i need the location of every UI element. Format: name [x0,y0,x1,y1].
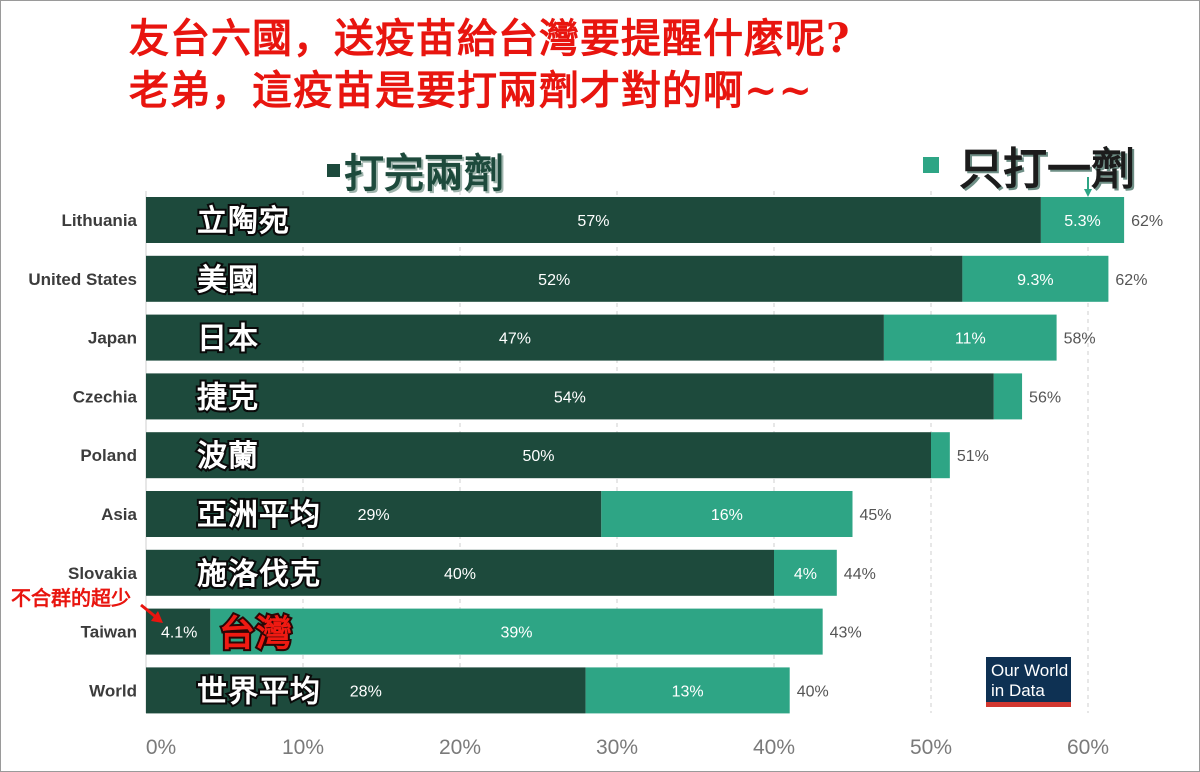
chinese-country-label: 捷克 [197,380,259,415]
chinese-country-label: 亞洲平均 [197,498,321,533]
value-label-partial: 5.3% [1064,213,1100,230]
bar-full-dose [146,549,774,596]
x-tick-label: 0% [146,736,176,759]
chinese-country-label: 世界平均 [197,674,321,709]
bar-one-dose [774,549,837,596]
value-label-partial: 11% [955,331,986,348]
legend-swatch-full [327,163,340,177]
x-tick-label: 20% [439,736,481,759]
logo-line-1: Our World [991,661,1069,680]
legend-full-dose: 打完兩劑 [327,141,504,199]
chinese-country-label: 施洛伐克 [197,557,321,592]
value-label-full: 29% [358,507,390,524]
bar-one-dose [962,255,1109,302]
value-label-total: 62% [1115,272,1147,289]
value-label-partial: 4% [794,566,817,583]
bar-full-dose [146,491,602,537]
bar-full-dose [146,373,994,420]
bar-full-dose [146,432,931,479]
category-label: United States [28,270,137,289]
value-label-full: 40% [444,566,476,583]
owid-logo: Our World in Data [986,657,1071,707]
x-tick-label: 60% [1067,736,1109,759]
bar-one-dose [883,314,1057,361]
value-label-partial: 39% [501,625,533,642]
bar-full-dose [146,314,884,361]
x-tick-label: 40% [753,736,795,759]
value-label-total: 43% [830,625,862,642]
chinese-country-label: 波蘭 [197,439,259,474]
category-label: Slovakia [68,564,138,583]
bar-one-dose [601,491,853,537]
bar-full-dose [146,667,586,714]
chinese-country-label: 美國 [197,263,259,298]
annotation-arrow-head [151,611,163,623]
value-label-total: 51% [957,448,989,465]
chinese-country-label: 立陶宛 [197,204,290,239]
value-label-total: 44% [844,566,876,583]
bar-full-dose [146,255,963,302]
headline-line-2: 老弟，這疫苗是要打兩劑才對的啊~~ [129,67,814,114]
headline-line-1: 友台六國，送疫苗給台灣要提醒什麼呢? [129,15,851,62]
value-label-partial: 16% [711,507,743,524]
value-label-total: 58% [1064,331,1096,348]
bar-one-dose [210,608,823,655]
category-label: Lithuania [61,211,137,230]
legend-one-dose: 只打一劑 [923,133,1135,197]
value-label-full: 54% [554,389,586,406]
bar-one-dose [1040,197,1125,243]
value-label-total: 56% [1029,389,1061,406]
value-label-total: 40% [797,683,829,700]
category-label: Taiwan [81,623,137,642]
category-label: Asia [101,505,137,524]
x-tick-label: 50% [910,736,952,759]
logo-line-2: in Data [991,681,1045,700]
value-label-full: 50% [522,448,554,465]
taiwan-annotation: 不合群的超少 [11,586,131,610]
value-label-full: 57% [577,213,609,230]
legend-label-full: 打完兩劑 [344,150,504,197]
x-tick-label: 10% [282,736,324,759]
chinese-country-label: 台灣 [219,613,293,655]
bar-full-dose [146,197,1041,243]
chinese-country-label: 日本 [197,322,259,357]
value-label-full: 28% [350,683,382,700]
category-label: Japan [88,329,137,348]
value-label-full: 52% [538,272,570,289]
bar-one-dose [931,432,950,479]
bar-one-dose [993,373,1023,420]
value-label-total: 62% [1131,213,1163,230]
bar-one-dose [585,667,790,714]
legend-label-partial: 只打一劑 [959,144,1135,195]
category-label: Poland [80,446,137,465]
value-label-total: 45% [860,507,892,524]
value-label-full: 4.1% [161,625,197,642]
pointer-arrow-head [1084,189,1092,197]
category-label: Czechia [73,387,138,406]
value-label-full: 47% [499,331,531,348]
category-label: World [89,681,137,700]
value-label-partial: 9.3% [1017,272,1053,289]
value-label-partial: 13% [672,683,704,700]
x-tick-label: 30% [596,736,638,759]
legend-swatch-partial [923,157,939,173]
